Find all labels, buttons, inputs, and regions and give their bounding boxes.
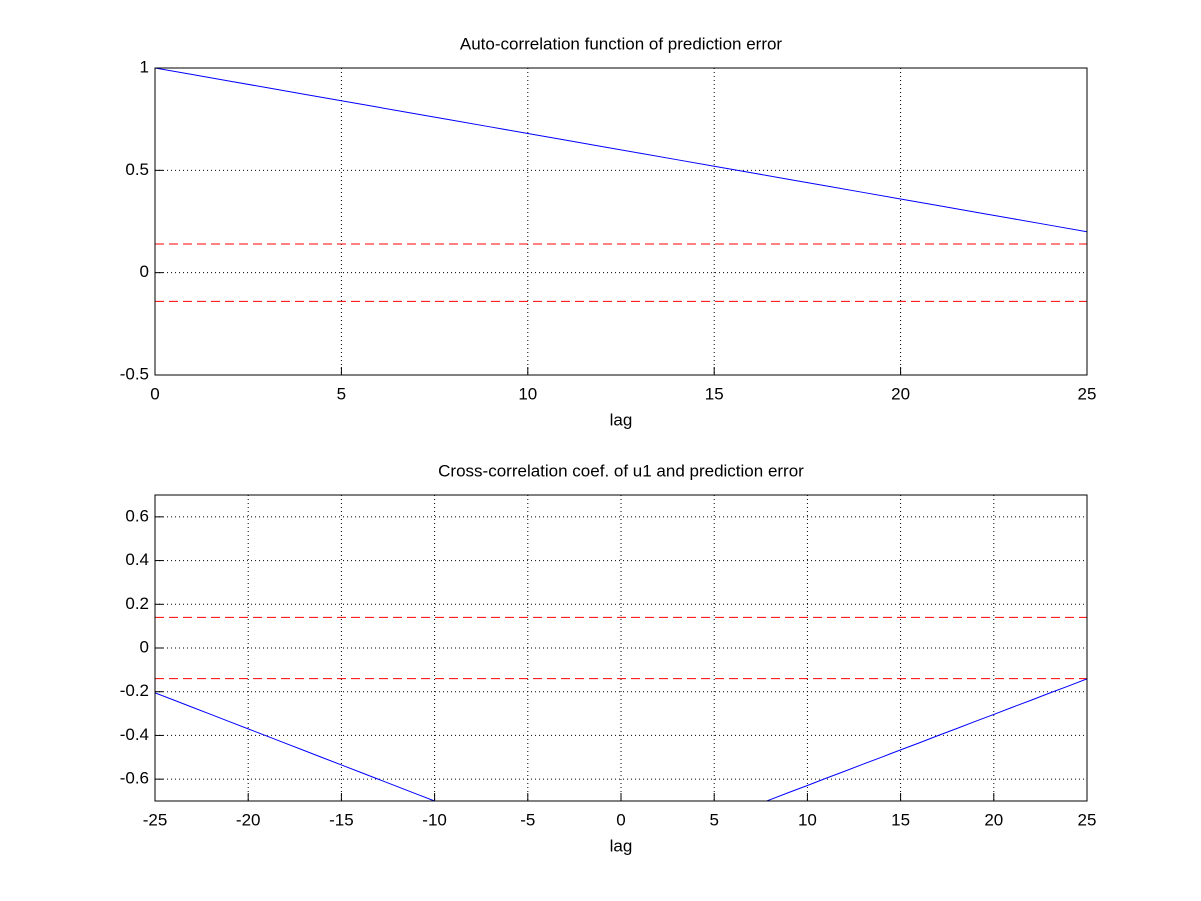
y-tick-label: 0.4 bbox=[125, 550, 149, 569]
x-tick-label: 20 bbox=[891, 384, 910, 403]
y-tick-label: -0.5 bbox=[120, 364, 149, 383]
axes-box bbox=[154, 494, 1088, 802]
plot-content bbox=[155, 68, 1087, 302]
plot-area bbox=[154, 67, 1088, 376]
axes: -25 -20 -15 -10 -5 0 5 10 15 20 25 -0.6 -0.4 -0.2 0 0.2… bbox=[120, 461, 1097, 855]
y-tick-label: -0.4 bbox=[120, 725, 149, 744]
x-tick-label: 5 bbox=[709, 810, 718, 829]
x-tick-label: 20 bbox=[984, 810, 1003, 829]
data-line bbox=[155, 68, 1087, 233]
x-tick-label: 0 bbox=[150, 384, 159, 403]
x-tick-label: -10 bbox=[422, 810, 447, 829]
x-tick-label: -25 bbox=[143, 810, 168, 829]
y-tick-label: -0.2 bbox=[120, 681, 149, 700]
x-tick-label: -15 bbox=[329, 810, 354, 829]
y-tick-label: 0.6 bbox=[125, 506, 149, 525]
data-line bbox=[155, 678, 1087, 801]
x-tick-label: 25 bbox=[1078, 810, 1097, 829]
x-tick-label: 5 bbox=[337, 384, 346, 403]
y-tick-label: 0.2 bbox=[125, 594, 149, 613]
x-tick-label: 15 bbox=[705, 384, 724, 403]
axes-box bbox=[154, 67, 1088, 376]
x-tick-label: -20 bbox=[236, 810, 261, 829]
y-tick-label: -0.6 bbox=[120, 769, 149, 788]
y-tick-label: 0 bbox=[140, 262, 149, 281]
y-tick-label: 1 bbox=[140, 57, 149, 76]
x-tick-label: 15 bbox=[891, 810, 910, 829]
plot-content bbox=[155, 616, 1087, 801]
x-tick-label: 0 bbox=[616, 810, 625, 829]
x-tick-label: 10 bbox=[798, 810, 817, 829]
chart-title: Cross-correlation coef. of u1 and predic… bbox=[438, 461, 804, 480]
x-tick-label: 25 bbox=[1078, 384, 1097, 403]
x-tick-label: 10 bbox=[518, 384, 537, 403]
x-axis-label: lag bbox=[610, 836, 633, 855]
chart-title: Auto-correlation function of prediction … bbox=[460, 34, 783, 53]
x-axis-label: lag bbox=[610, 410, 633, 429]
y-tick-label: 0.5 bbox=[125, 160, 149, 179]
x-tick-label: -5 bbox=[520, 810, 535, 829]
y-tick-label: 0 bbox=[140, 637, 149, 656]
